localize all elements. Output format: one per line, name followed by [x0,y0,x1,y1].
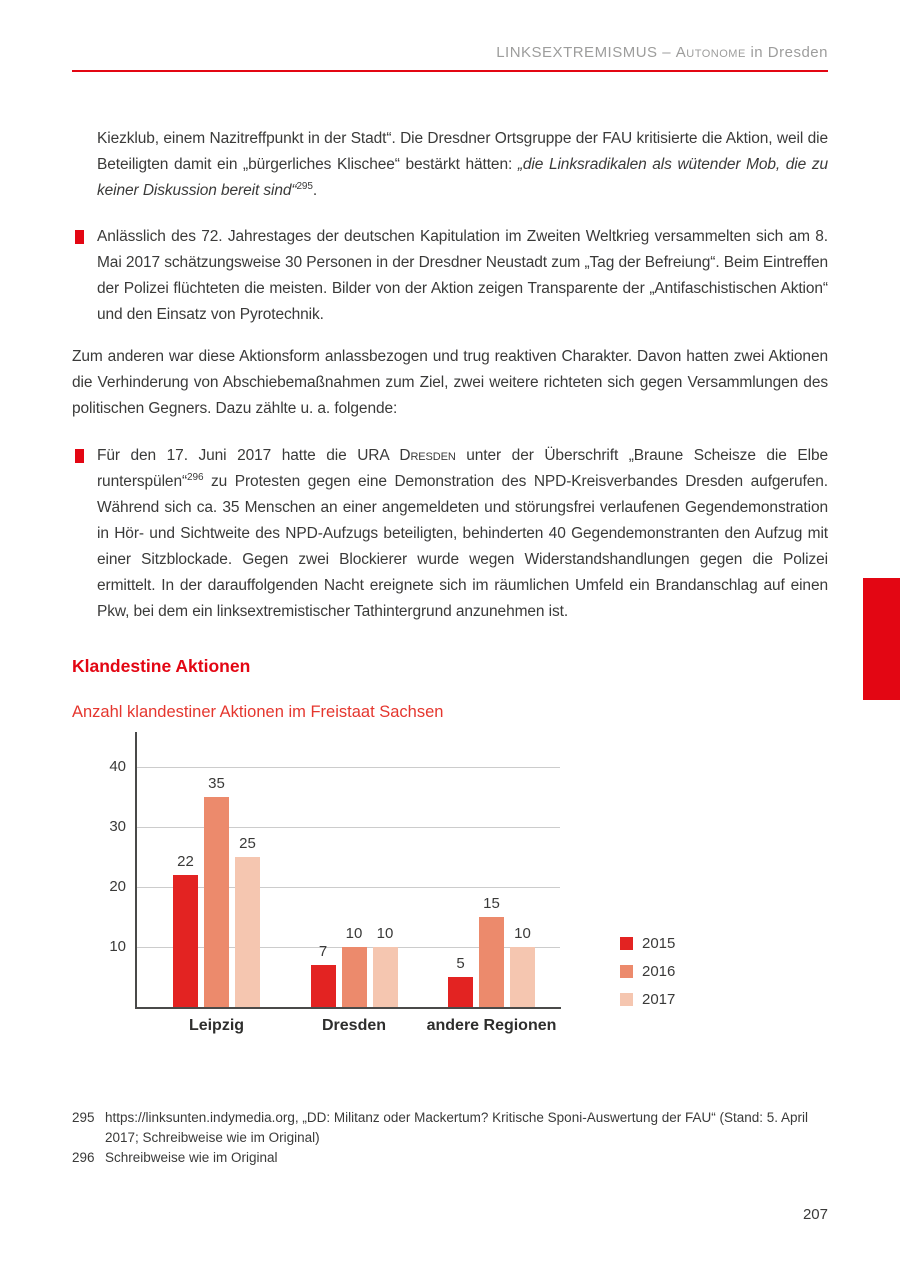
footnotes: 295 https://linksunten.indymedia.org, „D… [72,1108,830,1168]
footnote-number: 296 [72,1150,95,1165]
category-label: andere Regionen [426,1017,557,1034]
category-label: Dresden [321,1017,387,1034]
text-run: . [312,182,318,199]
text-run: unter der Überschrift „Braune Scheisze d… [97,447,828,490]
bullet-marker-icon [75,449,84,463]
legend-swatch-icon [620,964,633,978]
bar-2016-andere-regionen [479,917,504,1007]
header-section-smallcaps: Autonome [675,44,746,61]
bullet-item-2: Für den 17. Juni 2017 hatte die URA Dres… [72,443,828,625]
grid-line [136,887,560,888]
footnote-296: 296 Schreibweise wie im Original [72,1148,830,1168]
chart-legend: 2015 2016 2017 [620,929,675,1013]
text-run: Kiezklub, einem Nazitreffpunkt in der St… [97,130,828,173]
bullet-marker-icon [75,230,84,244]
bar-2017-dresden [372,947,398,1007]
chart-y-axis [135,732,137,1008]
legend-item-2015: 2015 [620,929,675,957]
legend-label: 2016 [642,962,676,980]
bar-value-label: 22 [177,853,194,870]
category-label: Leipzig [188,1017,245,1034]
header-section-caps: LINKSEXTREMISMUS – [496,44,676,61]
bar-value-label: 15 [483,895,500,912]
legend-label: 2015 [642,934,676,952]
chart-x-axis [135,1007,561,1009]
bullet-item-1: Anlässlich des 72. Jahrestages der deuts… [72,224,828,328]
bar-value-label: 10 [376,925,394,942]
bullet-1-text: Anlässlich des 72. Jahrestages der deuts… [97,228,828,323]
header-section-rest: in Dresden [745,44,828,61]
y-tick-label: 10 [109,938,126,955]
text-run: Für den 17. Juni 2017 hatte die URA [97,447,400,464]
bar-2015-andere-regionen [448,977,473,1007]
legend-label: 2017 [642,990,676,1008]
bar-value-label: 25 [239,835,256,852]
bar-2017-andere-regionen [510,947,535,1007]
footnote-marker: 295 [296,180,313,192]
header-rule [72,70,828,72]
section-heading: Klandestine Aktionen [72,656,251,676]
page-number: 207 [802,1206,828,1223]
text-run: Dresden [399,447,456,464]
y-tick-label: 30 [109,818,126,835]
legend-swatch-icon [620,936,633,950]
bar-2017-leipzig [235,857,260,1007]
text-run: „die Linksradikalen als wütender Mob, di… [97,156,828,199]
legend-item-2016: 2016 [620,957,675,985]
bar-2016-leipzig [204,797,229,1007]
bar-value-label: 10 [514,925,531,942]
legend-item-2017: 2017 [620,985,675,1013]
footnote-marker: 296 [187,471,204,483]
bar-2016-dresden [341,947,367,1007]
chart: 2015 2016 2017 10 20 30 40 22 35 25 Leipzig 7 10 10 D… [72,732,828,1044]
footnote-295: 295 https://linksunten.indymedia.org, „D… [72,1108,830,1148]
bar-value-label: 5 [456,955,465,972]
footnote-number: 295 [72,1110,95,1125]
chart-title: Anzahl klandestiner Aktionen im Freistaa… [72,703,444,721]
paragraph-continuation: Kiezklub, einem Nazitreffpunkt in der St… [97,126,828,204]
paragraph-aktionsform: Zum anderen war diese Aktionsform anlass… [72,348,828,417]
grid-line [136,827,560,828]
bullet-2-text: Für den 17. Juni 2017 hatte die URA Dres… [97,443,828,625]
page-edge-tab [863,578,900,700]
bar-2015-leipzig [173,875,198,1007]
bar-value-label: 35 [208,775,225,792]
legend-swatch-icon [620,992,633,1006]
footnote-text: https://linksunten.indymedia.org, „DD: M… [105,1110,809,1145]
page-header: LINKSEXTREMISMUS – Autonome in Dresden [496,44,828,61]
y-tick-label: 20 [109,878,126,895]
bar-2015-dresden [310,965,336,1007]
footnote-text: Schreibweise wie im Original [105,1150,278,1165]
grid-line [136,767,560,768]
text-run: zu Protesten gegen eine Demonstration de… [97,473,828,620]
bar-value-label: 7 [318,943,328,960]
y-tick-label: 40 [109,758,126,775]
bar-value-label: 10 [345,925,363,942]
